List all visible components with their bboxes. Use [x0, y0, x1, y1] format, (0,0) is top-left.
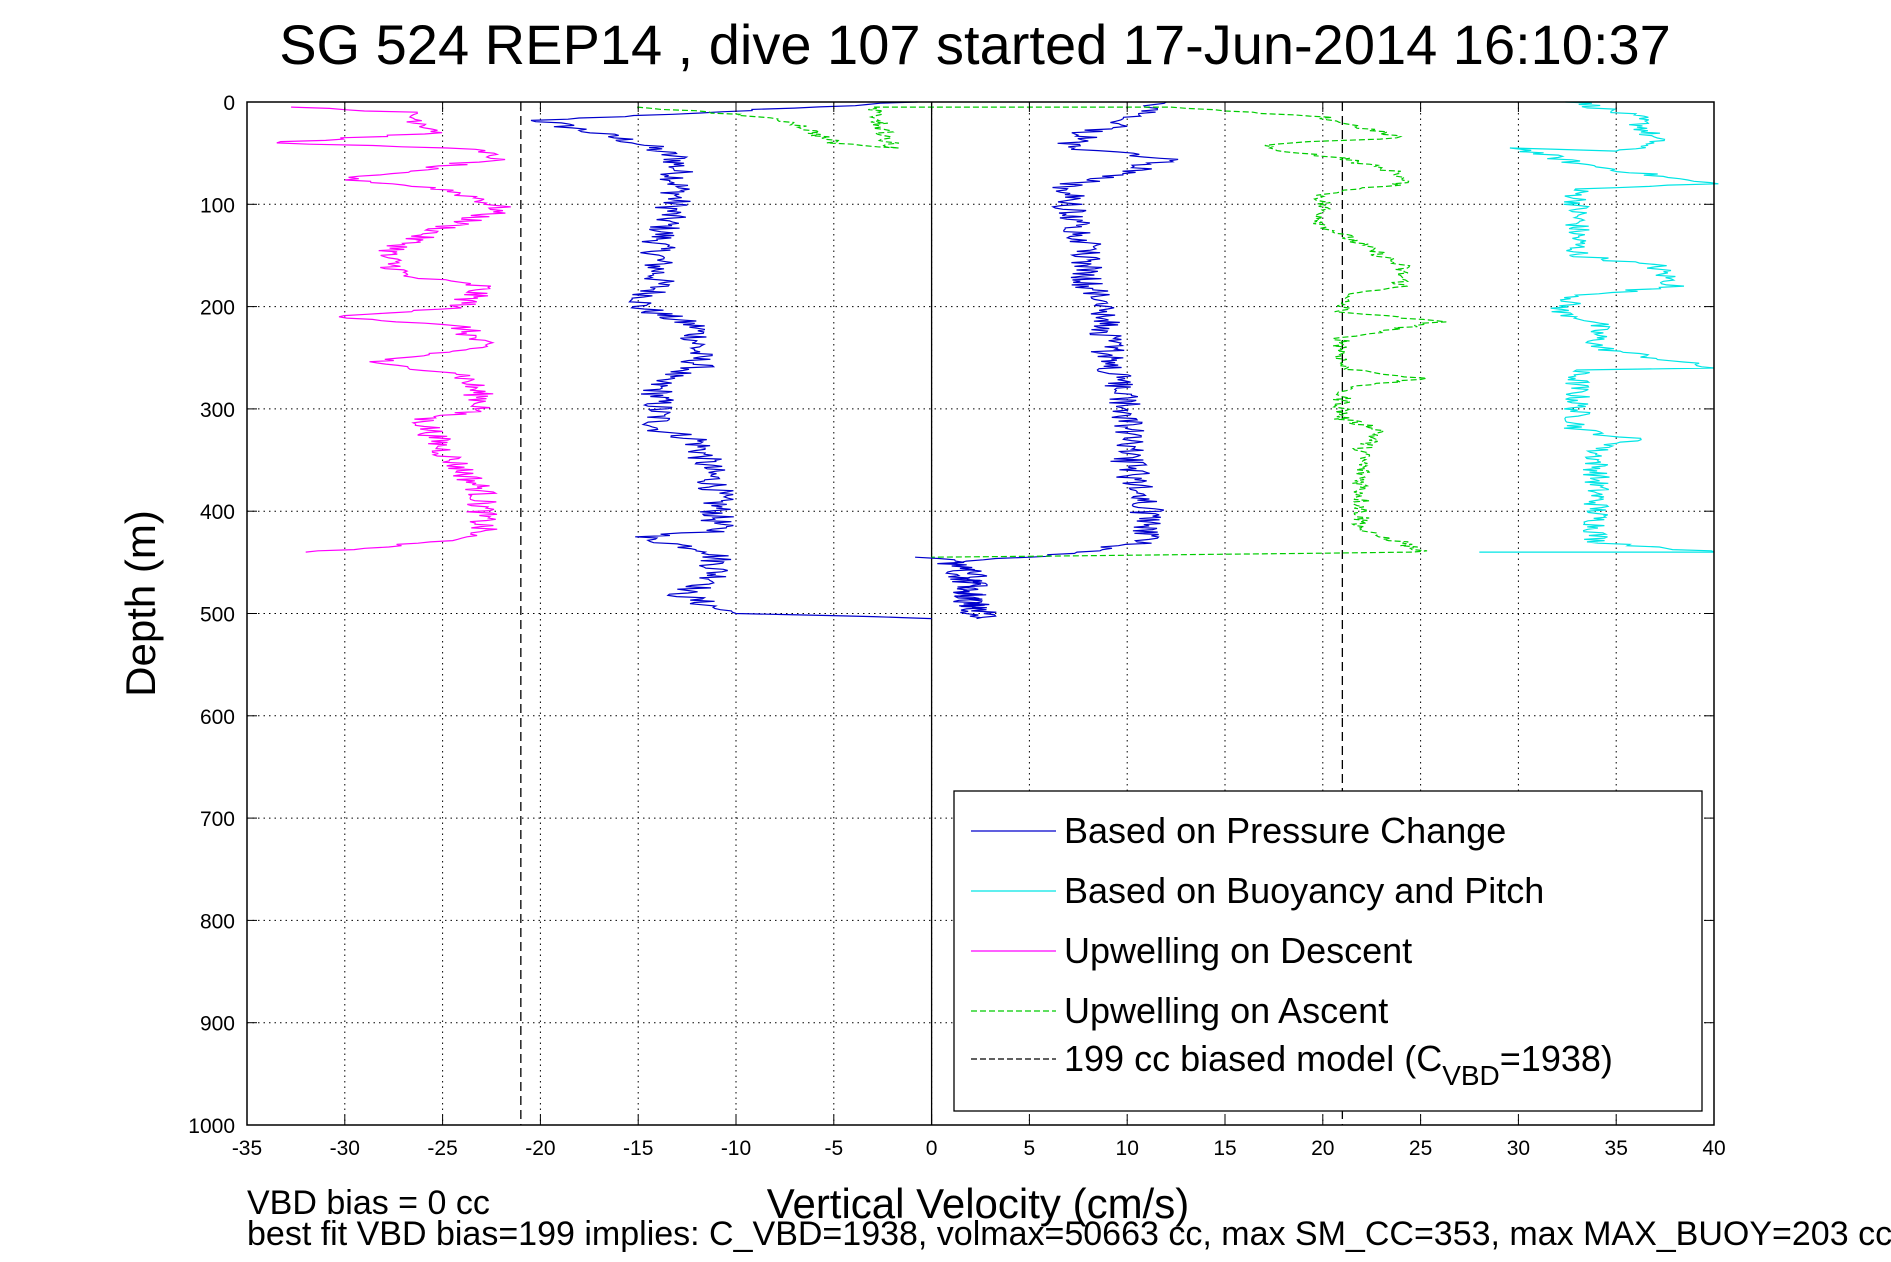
series-line-2: [1479, 101, 1719, 553]
x-tick-label: 35: [1605, 1137, 1628, 1160]
chart-title: SG 524 REP14 , dive 107 started 17-Jun-2…: [279, 13, 1671, 76]
x-tick-label: -15: [623, 1137, 653, 1160]
y-tick-label: 300: [200, 399, 235, 422]
series-line-4: [637, 106, 1447, 558]
reference-lines: [520, 102, 1344, 1125]
series-line-1: [915, 101, 1179, 620]
best-fit-note: best fit VBD bias=199 implies: C_VBD=193…: [247, 1215, 1891, 1253]
x-tick-label: 25: [1409, 1137, 1432, 1160]
legend-label: Upwelling on Ascent: [1064, 990, 1388, 1031]
x-tick-label: -30: [330, 1137, 360, 1160]
y-tick-label: 0: [223, 92, 235, 115]
legend-label: Based on Pressure Change: [1064, 810, 1506, 851]
y-tick-label: 700: [200, 808, 235, 831]
x-axis-label: Vertical Velocity (cm/s): [767, 1180, 1189, 1227]
y-tick-label: 100: [200, 194, 235, 217]
legend: Based on Pressure Change Based on Buoyanc…: [953, 790, 1703, 1112]
x-tick-label: -35: [232, 1137, 262, 1160]
x-tick-label: 20: [1311, 1137, 1334, 1160]
x-tick-label: 0: [926, 1137, 938, 1160]
x-axis-ticks: -35 -30 -25 -20 -15 -10 -5 0 5 10 15 20 25 30 35 40: [232, 102, 1726, 1160]
x-tick-label: 10: [1116, 1137, 1139, 1160]
y-tick-label: 1000: [188, 1115, 235, 1138]
y-tick-label: 800: [200, 910, 235, 933]
series-line-0: [530, 101, 932, 620]
y-tick-label: 500: [200, 604, 235, 627]
x-tick-label: 30: [1507, 1137, 1530, 1160]
x-tick-label: 15: [1213, 1137, 1236, 1160]
y-axis-label: Depth (m): [117, 510, 164, 697]
y-tick-label: 400: [200, 501, 235, 524]
x-tick-label: 40: [1702, 1137, 1725, 1160]
y-tick-label: 900: [200, 1013, 235, 1036]
x-tick-label: -25: [427, 1137, 457, 1160]
x-tick-label: -20: [525, 1137, 555, 1160]
legend-label: Based on Buoyancy and Pitch: [1064, 870, 1544, 911]
series-line-3: [276, 106, 511, 553]
legend-label: Upwelling on Descent: [1064, 930, 1412, 971]
x-tick-label: -10: [721, 1137, 751, 1160]
y-axis-ticks: 0 100 200 300 400 500 600 700 800 900 1000: [188, 92, 1714, 1138]
series-group: [276, 101, 1719, 620]
legend-box: [953, 790, 1703, 1112]
y-tick-label: 600: [200, 706, 235, 729]
legend-label-subscript: VBD: [1442, 1060, 1500, 1091]
x-tick-label: -5: [824, 1137, 843, 1160]
vbd-bias-note: VBD bias = 0 cc: [247, 1184, 490, 1222]
legend-label-suffix: =1938): [1500, 1038, 1613, 1079]
y-tick-label: 200: [200, 297, 235, 320]
x-tick-label: 5: [1024, 1137, 1036, 1160]
